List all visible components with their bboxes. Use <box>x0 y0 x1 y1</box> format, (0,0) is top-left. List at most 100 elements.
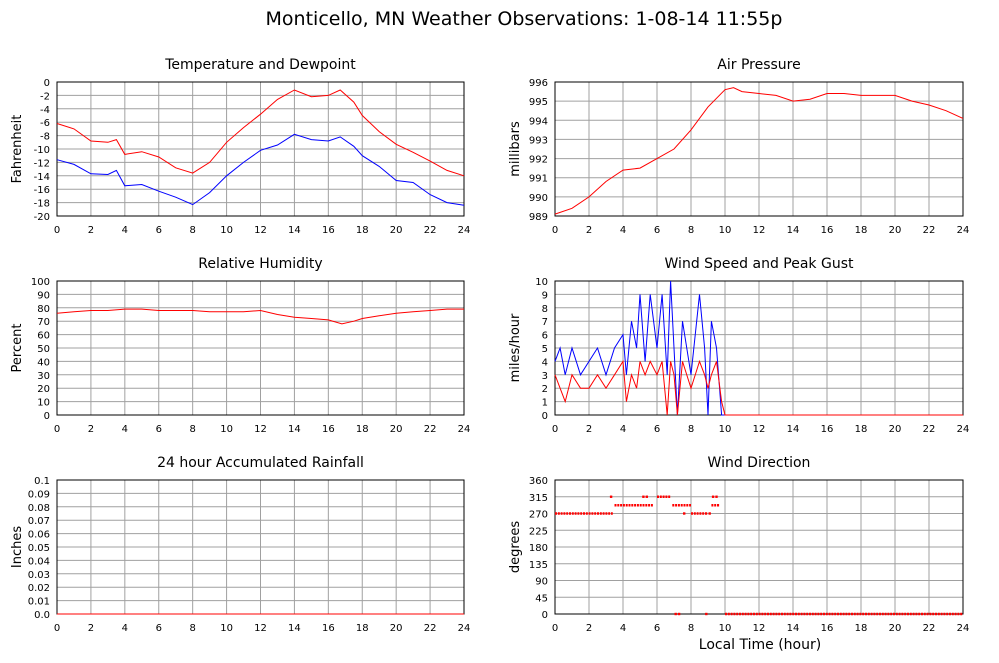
x-tick-label: 2 <box>586 225 592 236</box>
x-tick-label: 22 <box>923 623 936 634</box>
y-tick-label: -4 <box>40 105 50 116</box>
x-tick-label: 0 <box>54 623 60 634</box>
x-tick-label: 20 <box>889 623 902 634</box>
y-tick-label: 989 <box>529 212 548 223</box>
y-tick-label: 992 <box>529 155 548 166</box>
y-axis-label: Inches <box>10 526 25 568</box>
x-tick-label: 6 <box>654 623 660 634</box>
x-tick-label: 8 <box>688 424 694 435</box>
chart-title: Relative Humidity <box>198 256 322 272</box>
plot-frame <box>56 81 465 217</box>
x-tick-label: 14 <box>787 623 800 634</box>
y-tick-label: -8 <box>40 132 50 143</box>
series-line-0 <box>56 89 465 177</box>
y-tick-label: 30 <box>37 371 50 382</box>
x-tick-label: 12 <box>753 424 766 435</box>
chart-title: Air Pressure <box>717 57 800 73</box>
x-tick-label: 24 <box>957 424 970 435</box>
x-tick-label: 22 <box>424 225 437 236</box>
y-tick-label: -14 <box>34 172 50 183</box>
direction-point <box>677 612 681 616</box>
x-tick-label: 14 <box>288 424 301 435</box>
chart-title: Temperature and Dewpoint <box>164 57 356 73</box>
direction-point <box>683 512 686 515</box>
x-tick-label: 0 <box>552 225 558 236</box>
direction-point <box>705 612 708 616</box>
chart-title: Wind Direction <box>708 455 811 471</box>
x-tick-label: 10 <box>220 424 233 435</box>
x-tick-label: 2 <box>88 623 94 634</box>
x-tick-label: 4 <box>620 225 626 236</box>
series-line-0 <box>56 308 464 325</box>
plot-frame <box>56 280 465 416</box>
x-tick-label: 14 <box>288 623 301 634</box>
chart-title: 24 hour Accumulated Rainfall <box>157 455 364 471</box>
x-tick-label: 24 <box>458 424 471 435</box>
y-tick-label: 180 <box>529 543 548 554</box>
x-tick-label: 22 <box>923 424 936 435</box>
x-tick-label: 16 <box>821 424 834 435</box>
y-tick-label: 4 <box>542 357 548 368</box>
y-tick-label: 0.06 <box>28 530 50 541</box>
y-tick-label: -12 <box>34 158 50 169</box>
x-tick-label: 22 <box>424 623 437 634</box>
y-tick-label: -16 <box>34 185 50 196</box>
x-tick-label: 10 <box>719 623 732 634</box>
y-tick-label: 0.01 <box>28 597 50 608</box>
x-tick-label: 12 <box>254 424 267 435</box>
y-tick-label: 1 <box>542 398 548 409</box>
x-tick-label: 8 <box>189 225 195 236</box>
x-tick-label: 16 <box>821 225 834 236</box>
direction-point <box>645 495 648 498</box>
direction-point <box>711 495 715 498</box>
y-tick-label: 3 <box>542 371 548 382</box>
x-tick-label: 14 <box>288 225 301 236</box>
x-tick-label: 18 <box>356 225 369 236</box>
y-tick-label: 996 <box>529 78 548 89</box>
x-tick-label: 20 <box>889 225 902 236</box>
x-tick-label: 8 <box>189 424 195 435</box>
y-tick-label: 360 <box>529 476 548 487</box>
y-tick-label: 10 <box>37 398 50 409</box>
y-tick-label: 270 <box>529 510 548 521</box>
x-tick-label: 8 <box>688 623 694 634</box>
x-tick-label: 4 <box>122 225 128 236</box>
y-tick-label: 991 <box>529 174 548 185</box>
y-tick-label: 90 <box>37 290 50 301</box>
direction-point <box>715 495 718 498</box>
y-tick-label: 0.1 <box>34 476 50 487</box>
x-tick-label: 24 <box>957 225 970 236</box>
y-tick-label: 0.03 <box>28 570 50 581</box>
y-tick-label: 995 <box>529 97 548 108</box>
y-tick-label: 0.02 <box>28 583 50 594</box>
x-tick-label: 10 <box>719 424 732 435</box>
y-tick-label: 0 <box>542 411 548 422</box>
y-tick-label: 0 <box>542 610 548 621</box>
y-tick-label: 0 <box>44 78 50 89</box>
direction-point <box>674 612 677 616</box>
x-tick-label: 4 <box>620 424 626 435</box>
y-tick-label: 20 <box>37 384 50 395</box>
x-tick-label: 4 <box>122 424 128 435</box>
y-tick-label: -20 <box>34 212 50 223</box>
x-tick-label: 18 <box>356 424 369 435</box>
x-tick-label: 0 <box>552 623 558 634</box>
y-tick-label: 0.0 <box>34 610 50 621</box>
x-tick-label: 16 <box>322 225 335 236</box>
x-axis-label: Local Time (hour) <box>699 637 821 653</box>
x-tick-label: 20 <box>390 424 403 435</box>
x-tick-label: 6 <box>156 225 162 236</box>
x-tick-label: 16 <box>322 623 335 634</box>
x-tick-label: 4 <box>122 623 128 634</box>
x-tick-label: 20 <box>390 623 403 634</box>
x-tick-label: 20 <box>889 424 902 435</box>
plot-frame <box>554 81 964 217</box>
x-tick-label: 24 <box>957 623 970 634</box>
y-tick-label: 9 <box>542 290 548 301</box>
series-line-1 <box>56 133 465 206</box>
